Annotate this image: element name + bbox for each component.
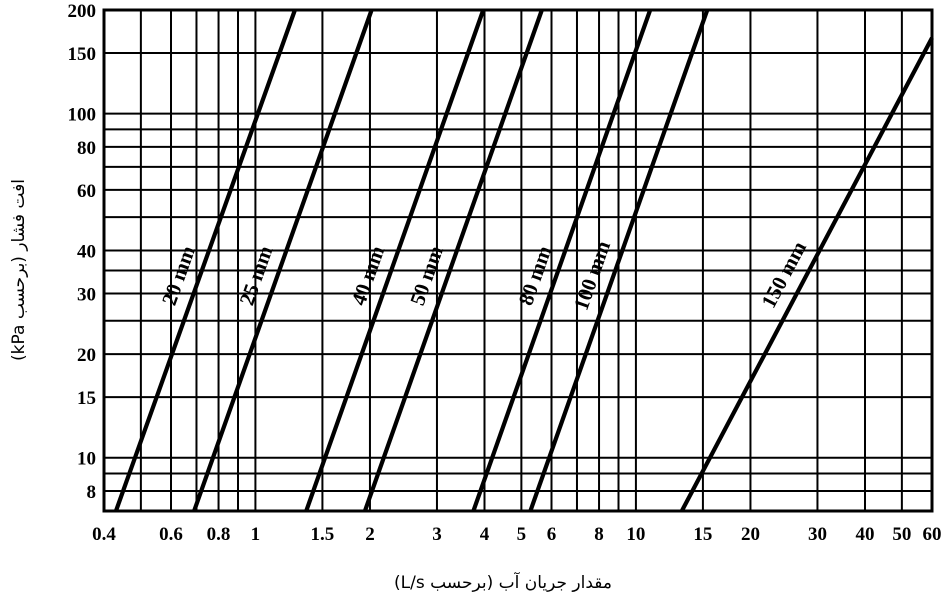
y-tick-label-150: 150 xyxy=(68,44,97,65)
x-tick-label-5: 5 xyxy=(517,524,527,545)
y-tick-label-40: 40 xyxy=(77,242,96,263)
x-tick-label-6: 6 xyxy=(547,524,557,545)
y-tick-label-15: 15 xyxy=(77,388,96,409)
series-line-150-mm xyxy=(679,36,934,512)
series-label-150-mm: 150 mm xyxy=(756,237,811,312)
plot-frame xyxy=(102,8,934,513)
x-tick-label-0-6: 0.6 xyxy=(159,524,183,545)
x-tick-label-40: 40 xyxy=(855,524,874,545)
y-tick-label-10: 10 xyxy=(77,449,96,470)
x-tick-labels: 0.4 0.6 0.8 1 1.5 2 3 4 5 6 8 10 15 20 30 40 50 60 xyxy=(92,524,941,545)
y-tick-label-200: 200 xyxy=(68,1,97,22)
x-tick-label-1: 1 xyxy=(251,524,261,545)
y-tick-labels: 8 10 15 20 30 40 60 80 100 150 200 xyxy=(68,1,97,503)
grid xyxy=(103,9,933,511)
x-tick-label-20: 20 xyxy=(741,524,760,545)
series-line-20-mm xyxy=(113,9,297,512)
y-tick-label-100: 100 xyxy=(68,105,97,126)
x-tick-label-8: 8 xyxy=(594,524,604,545)
series-line-25-mm xyxy=(192,9,374,512)
x-tick-label-3: 3 xyxy=(432,524,442,545)
y-tick-label-60: 60 xyxy=(77,181,96,202)
series-line-50-mm xyxy=(362,9,544,512)
x-axis-title: مقدار جریان آب (برحسب L/s) xyxy=(394,571,612,593)
x-tick-label-1-5: 1.5 xyxy=(311,524,335,545)
series-line-100-mm xyxy=(528,9,710,512)
y-tick-label-80: 80 xyxy=(77,138,96,159)
x-tick-label-4: 4 xyxy=(480,524,490,545)
y-tick-label-8: 8 xyxy=(87,482,97,503)
x-tick-label-60: 60 xyxy=(923,524,942,545)
x-tick-label-0-8: 0.8 xyxy=(207,524,231,545)
series-lines xyxy=(113,9,934,512)
x-tick-label-30: 30 xyxy=(808,524,827,545)
x-tick-label-0-4: 0.4 xyxy=(92,524,116,545)
y-axis-title: افت فشار (برحسب kPa) xyxy=(9,179,29,361)
x-tick-label-10: 10 xyxy=(626,524,645,545)
series-label-100-mm: 100 mm xyxy=(569,237,616,313)
x-tick-label-15: 15 xyxy=(693,524,712,545)
x-tick-label-2: 2 xyxy=(365,524,375,545)
series-line-40-mm xyxy=(304,9,486,512)
x-tick-label-50: 50 xyxy=(892,524,911,545)
y-tick-label-30: 30 xyxy=(77,285,96,306)
y-tick-label-20: 20 xyxy=(77,345,96,366)
series-line-80-mm xyxy=(471,9,653,512)
